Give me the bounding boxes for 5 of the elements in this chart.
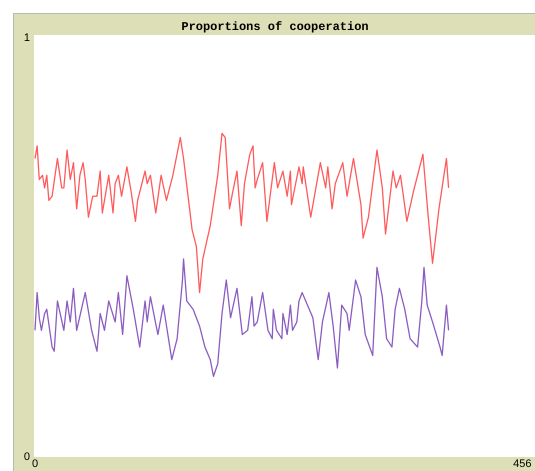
chart-title: Proportions of cooperation [181,20,369,34]
y-tick-label: 1 [24,32,30,44]
line-series [34,132,450,294]
line-series [34,258,450,378]
x-tick-label: 456 [513,458,532,470]
